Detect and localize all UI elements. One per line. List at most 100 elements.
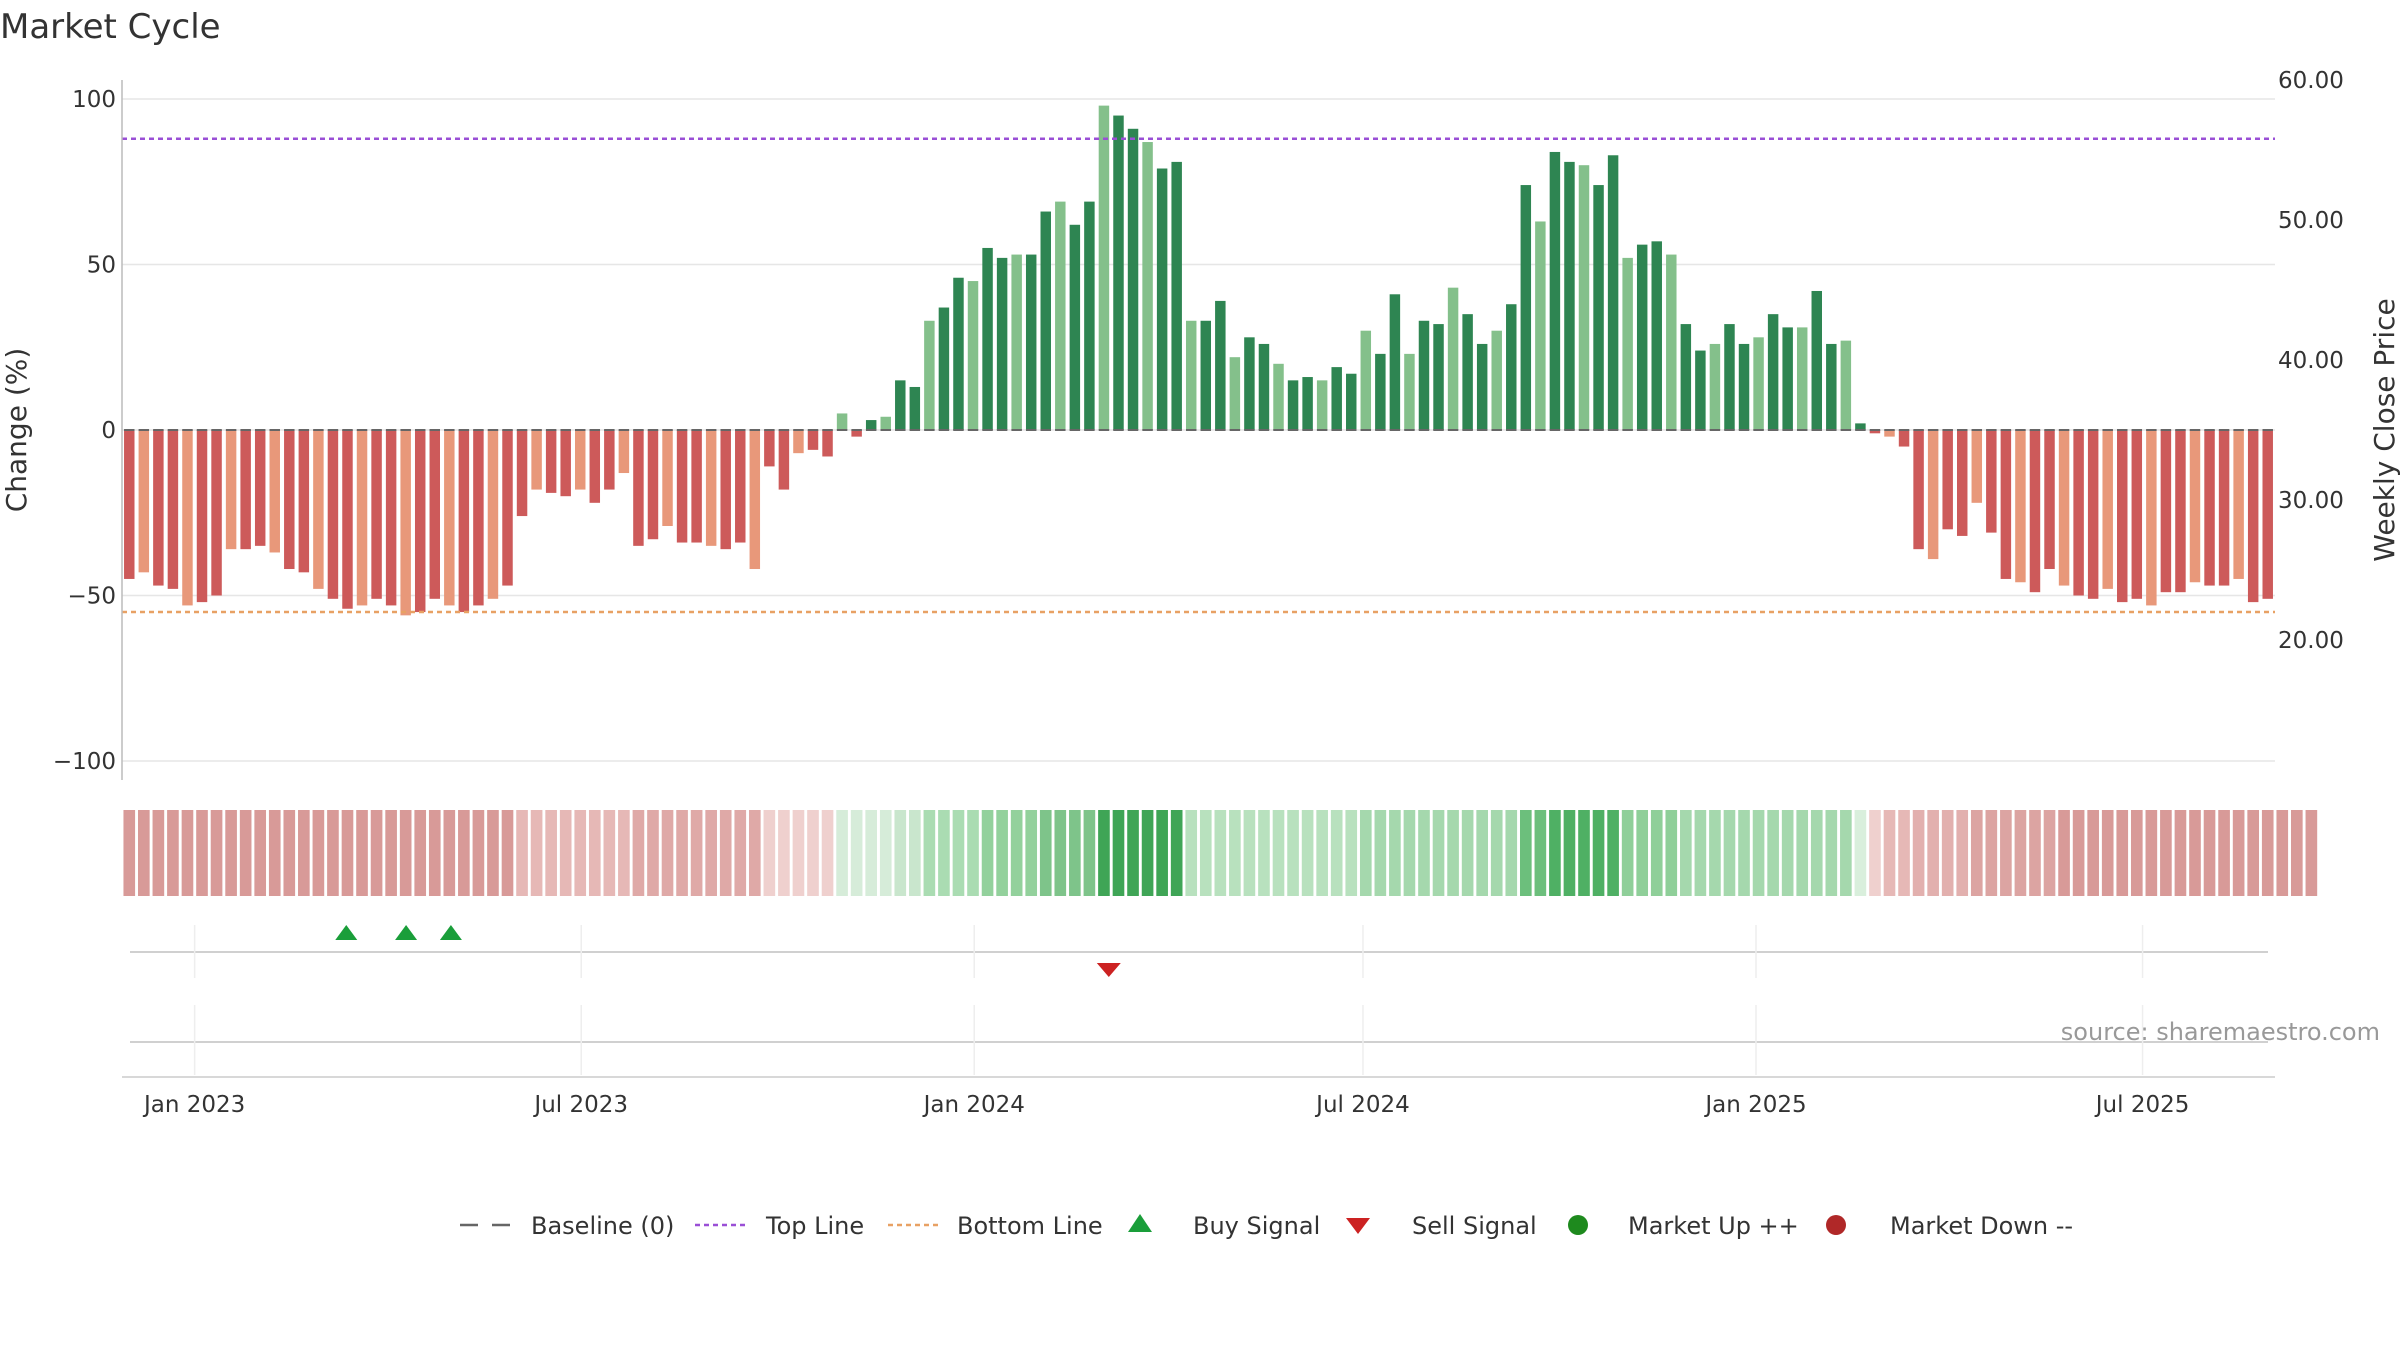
x-tick-label: Jul 2024	[1314, 1092, 1410, 1118]
bar	[284, 430, 295, 570]
strip-cell	[2087, 810, 2099, 896]
y2-tick-label: 60.00	[2278, 68, 2344, 94]
bar	[1142, 142, 1153, 430]
strip-cell	[1461, 810, 1474, 896]
strip-cell	[2072, 810, 2085, 896]
bar	[182, 430, 193, 606]
bar	[211, 430, 222, 596]
bar	[778, 430, 790, 490]
bar	[1331, 367, 1342, 430]
strip-cell	[1956, 810, 1969, 896]
strip-cell	[545, 810, 557, 896]
strip-cell	[225, 810, 237, 896]
strip-cell	[399, 810, 412, 896]
bar	[1986, 430, 1997, 533]
strip-cell	[239, 810, 252, 896]
y-tick-label: 100	[72, 87, 116, 113]
bar	[2175, 430, 2186, 593]
legend-sell-icon	[1346, 1218, 1370, 1234]
bar	[909, 386, 921, 430]
strip-cell	[1985, 810, 1998, 896]
bar	[705, 430, 717, 546]
bar	[1680, 324, 1692, 430]
strip-cell	[734, 810, 747, 896]
strip-cell	[923, 810, 936, 896]
bar	[924, 320, 935, 430]
strip-cell	[181, 810, 194, 896]
strip-cell	[2232, 810, 2245, 896]
bar	[1782, 327, 1793, 430]
strip-cell	[167, 810, 179, 896]
legend-label: Buy Signal	[1193, 1212, 1320, 1240]
strip-cell	[472, 810, 485, 896]
chart-title: Market Cycle	[0, 7, 221, 47]
strip-cell	[327, 810, 339, 896]
bar	[2204, 430, 2215, 586]
bar	[1069, 224, 1081, 430]
bar	[2044, 430, 2055, 570]
legend-buy-icon	[1128, 1214, 1152, 1232]
x-tick-label: Jul 2023	[532, 1092, 628, 1118]
strip-cell	[1549, 810, 1561, 896]
strip-cell	[647, 810, 659, 896]
bar	[1098, 105, 1110, 431]
bar	[633, 430, 644, 546]
bar	[1738, 343, 1750, 430]
strip-cell	[1796, 810, 1809, 896]
strip-cell	[1199, 810, 1212, 896]
strip-cell	[428, 810, 441, 896]
bar	[2117, 430, 2128, 603]
bar	[895, 380, 906, 430]
bar	[720, 430, 731, 550]
strip-cell	[1665, 810, 1678, 896]
strip-cell	[385, 810, 397, 896]
bar	[254, 430, 266, 546]
strip-cell	[443, 810, 456, 896]
strip-cell	[1476, 810, 1488, 896]
bar	[1767, 314, 1779, 430]
strip-cell	[2145, 810, 2158, 896]
strip-cell	[2247, 810, 2259, 896]
y-tick-label: 0	[101, 418, 116, 444]
bar	[662, 430, 673, 526]
bar	[342, 430, 353, 609]
strip-cell	[1258, 810, 1270, 896]
strip-cell	[967, 810, 979, 896]
bar	[356, 430, 368, 606]
cycle-strip	[123, 810, 2318, 896]
strip-cell	[1359, 810, 1372, 896]
x-axis: Jan 2023 Jul 2023 Jan 2024 Jul 2024 Jan 2025…	[142, 1092, 2189, 1118]
bar	[1927, 430, 1939, 560]
strip-cell	[312, 810, 325, 896]
bar	[1404, 353, 1415, 430]
y-axis-label: Change (%)	[0, 348, 33, 513]
strip-cell	[370, 810, 383, 896]
bar	[2015, 430, 2026, 583]
strip-cell	[879, 810, 892, 896]
bar	[2087, 430, 2099, 599]
bar	[1113, 115, 1124, 431]
bar	[1447, 287, 1459, 430]
bar	[1884, 430, 1895, 437]
legend-label: Sell Signal	[1412, 1212, 1537, 1240]
bar	[1462, 314, 1473, 430]
strip-cell	[2000, 810, 2012, 896]
strip-cell	[1519, 810, 1532, 896]
bar	[996, 257, 1008, 430]
strip-cell	[981, 810, 994, 896]
bar	[851, 430, 862, 437]
bar	[1156, 168, 1168, 430]
bar	[691, 430, 702, 543]
strip-cell	[2043, 810, 2056, 896]
bar	[414, 430, 426, 613]
bar	[1316, 380, 1328, 430]
strip-cell	[1083, 810, 1096, 896]
strip-cell	[530, 810, 543, 896]
strip-cell	[1069, 810, 1081, 896]
strip-cell	[574, 810, 587, 896]
y-tick-label: −100	[53, 749, 116, 775]
bar	[604, 430, 615, 490]
strip-cell	[501, 810, 514, 896]
bar	[1956, 430, 1968, 536]
